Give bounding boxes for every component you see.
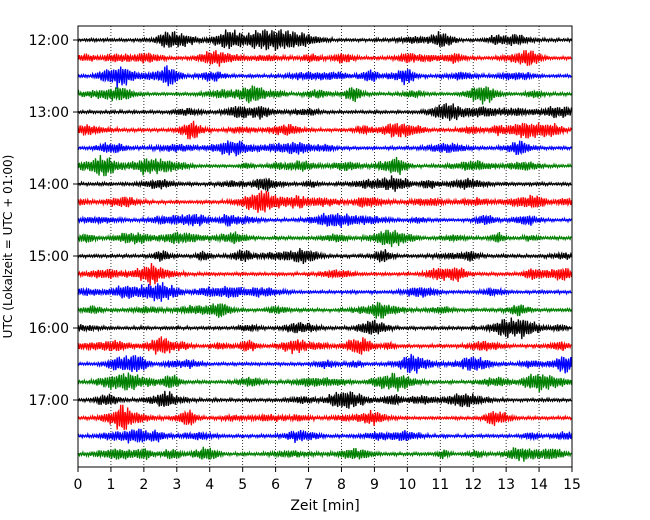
x-tick-label: 13 <box>497 477 515 493</box>
trace-1500 <box>77 247 573 265</box>
x-tick-label: 6 <box>271 477 280 493</box>
x-axis-ticks: 0 1 2 3 4 5 6 7 8 9 10 11 12 13 14 15 <box>74 467 581 493</box>
x-tick-label: 10 <box>398 477 416 493</box>
trace-1215 <box>77 50 572 67</box>
trace-1315 <box>77 120 573 140</box>
trace-1600 <box>77 317 573 340</box>
trace-1330 <box>77 140 573 157</box>
x-tick-label: 15 <box>563 477 581 493</box>
trace-1745 <box>77 446 572 462</box>
seismic-traces <box>77 29 573 462</box>
x-axis-label: Zeit [min] <box>290 498 359 514</box>
trace-1630 <box>77 353 573 374</box>
y-tick-label: 12:00 <box>29 33 69 49</box>
trace-1515 <box>77 262 573 286</box>
trace-1300 <box>77 103 573 121</box>
y-tick-label: 13:00 <box>29 105 69 121</box>
x-tick-label: 11 <box>431 477 449 493</box>
x-tick-label: 5 <box>238 477 247 493</box>
trace-1345 <box>77 154 573 177</box>
y-axis-ticks: 12:00 13:00 14:00 15:00 16:00 17:00 <box>29 33 78 409</box>
x-tick-label: 1 <box>106 477 115 493</box>
trace-1645 <box>77 372 573 393</box>
x-tick-label: 14 <box>530 477 548 493</box>
x-tick-label: 0 <box>74 477 83 493</box>
x-tick-label: 8 <box>337 477 346 493</box>
x-tick-label: 2 <box>139 477 148 493</box>
trace-1200 <box>77 29 573 51</box>
x-tick-label: 12 <box>464 477 482 493</box>
y-tick-label: 16:00 <box>29 321 69 337</box>
x-tick-label: 4 <box>205 477 214 493</box>
trace-1715 <box>77 404 573 431</box>
trace-1445 <box>77 229 572 248</box>
trace-1245 <box>77 85 573 105</box>
trace-1415 <box>77 190 573 213</box>
y-tick-label: 15:00 <box>29 249 69 265</box>
trace-1615 <box>77 336 572 355</box>
trace-1730 <box>77 428 573 444</box>
y-axis-label: UTC (Lokalzeit = UTC + 01:00) <box>1 155 15 339</box>
trace-1530 <box>77 282 572 302</box>
y-tick-label: 14:00 <box>29 177 69 193</box>
trace-1230 <box>77 65 573 89</box>
y-tick-label: 17:00 <box>29 393 69 409</box>
x-tick-label: 7 <box>304 477 313 493</box>
x-tick-label: 3 <box>172 477 181 493</box>
x-tick-label: 9 <box>370 477 379 493</box>
trace-1400 <box>77 175 572 192</box>
plot-frame <box>77 25 573 468</box>
trace-1545 <box>77 301 573 319</box>
trace-1700 <box>77 390 572 409</box>
trace-1430 <box>77 212 573 228</box>
